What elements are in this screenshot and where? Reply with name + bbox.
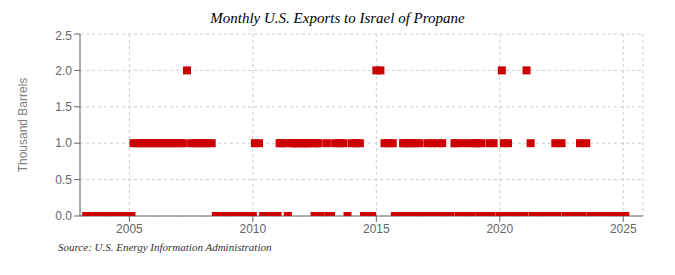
svg-text:2.5: 2.5 [55, 29, 72, 43]
svg-text:0.5: 0.5 [55, 173, 72, 187]
html-text:Source: U.S. Energy Informatio: Source: U.S. Energy Information Administ… [58, 241, 272, 253]
svg-text:2010: 2010 [239, 222, 266, 236]
svg-text:Thousand Barrels: Thousand Barrels [16, 78, 30, 173]
svg-text:2025: 2025 [610, 222, 637, 236]
svg-text:1.5: 1.5 [55, 100, 72, 114]
svg-text:0.0: 0.0 [55, 209, 72, 223]
svg-text:2.0: 2.0 [55, 64, 72, 78]
svg-text:2020: 2020 [486, 222, 513, 236]
html-text:Monthly U.S. Exports to Israel: Monthly U.S. Exports to Israel of Propan… [210, 10, 465, 26]
svg-text:2005: 2005 [116, 222, 143, 236]
svg-text:1.0: 1.0 [55, 136, 72, 150]
svg-text:2015: 2015 [363, 222, 390, 236]
